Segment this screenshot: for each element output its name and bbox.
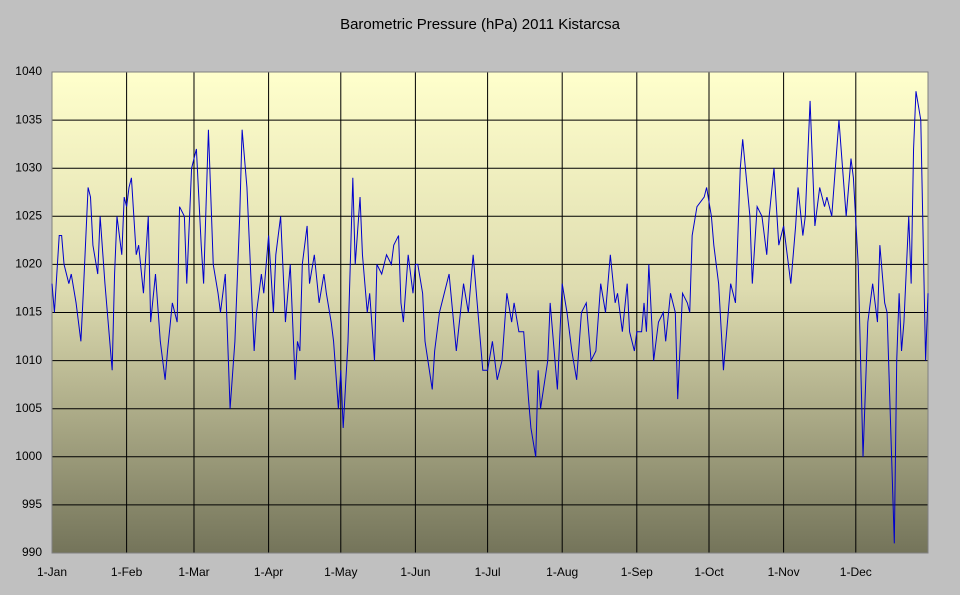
y-tick-label: 1015 <box>15 305 42 319</box>
line <box>51 91 929 544</box>
y-tick-label: 1005 <box>15 401 42 415</box>
plot-border <box>51 71 929 554</box>
y-tick-label: 1030 <box>15 160 42 174</box>
y-tick-label: 1025 <box>15 208 42 222</box>
y-tick-label: 1000 <box>15 449 42 463</box>
x-tick-label: 1-May <box>324 565 357 579</box>
y-tick-label: 1020 <box>15 257 42 271</box>
x-tick-label: 1-Oct <box>694 565 724 579</box>
y-tick-label: 1010 <box>15 353 42 367</box>
y-tick-label: 990 <box>22 545 42 559</box>
y-tick-label: 1035 <box>15 112 42 126</box>
y-tick-label: 1040 <box>15 64 42 78</box>
x-tick-label: 1-Mar <box>178 565 209 579</box>
x-tick-label: 1-Dec <box>840 565 872 579</box>
x-tick-label: 1-Jun <box>400 565 430 579</box>
x-tick-label: 1-Nov <box>768 565 800 579</box>
x-tick-label: 1-Sep <box>621 565 653 579</box>
y-tick-label: 995 <box>22 497 42 511</box>
x-tick-label: 1-Jul <box>475 565 501 579</box>
x-tick-label: 1-Feb <box>111 565 143 579</box>
x-tick-label: 1-Jan <box>37 565 67 579</box>
x-tick-label: 1-Aug <box>546 565 578 579</box>
x-tick-label: 1-Apr <box>254 565 283 579</box>
chart-title: Barometric Pressure (hPa) 2011 Kistarcsa <box>340 16 620 33</box>
